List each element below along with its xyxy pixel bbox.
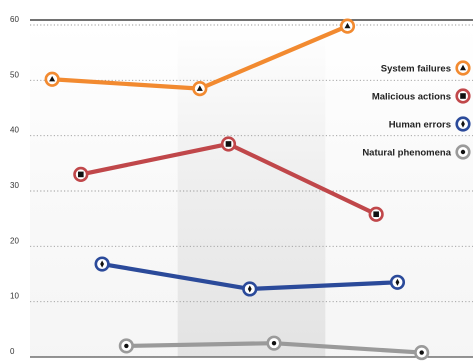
y-tick-label: 0 — [10, 347, 15, 356]
data-point — [242, 281, 258, 297]
data-point — [220, 136, 237, 152]
legend-marker — [455, 60, 471, 76]
data-point — [118, 338, 134, 354]
y-tick-label: 50 — [10, 70, 19, 79]
data-point — [368, 206, 384, 222]
data-point — [44, 71, 60, 87]
legend-marker — [455, 144, 471, 160]
data-point — [389, 274, 406, 290]
legend-marker — [455, 116, 471, 132]
legend-marker — [455, 88, 471, 104]
data-point — [266, 335, 282, 351]
y-tick-label: 30 — [10, 181, 19, 190]
legend-entry-label: Malicious actions — [372, 92, 451, 103]
y-tick-label: 20 — [10, 236, 19, 245]
legend-entry-label: Natural phenomena — [362, 148, 451, 159]
data-point — [94, 256, 110, 272]
y-tick-label: 10 — [10, 292, 19, 301]
legend-entry-label: System failures — [381, 64, 451, 75]
data-point — [192, 81, 208, 97]
legend-entry-label: Human errors — [389, 120, 451, 131]
data-point — [339, 18, 356, 34]
data-point — [73, 166, 89, 182]
y-tick-label: 40 — [10, 126, 19, 135]
y-tick-label: 60 — [10, 15, 19, 24]
data-point — [414, 344, 430, 361]
